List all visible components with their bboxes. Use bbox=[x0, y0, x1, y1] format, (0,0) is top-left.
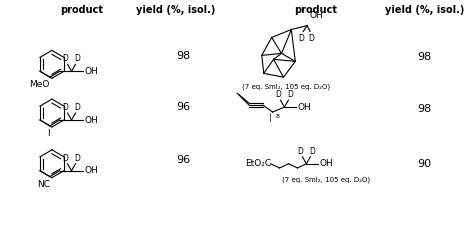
Text: 98: 98 bbox=[176, 51, 190, 61]
Text: D: D bbox=[287, 90, 293, 99]
Text: MeO: MeO bbox=[29, 80, 50, 89]
Text: (7 eq. SmI₂, 105 eq. D₂O): (7 eq. SmI₂, 105 eq. D₂O) bbox=[242, 84, 330, 91]
Text: 96: 96 bbox=[176, 102, 190, 112]
Text: D: D bbox=[63, 54, 69, 63]
Text: D: D bbox=[298, 147, 303, 156]
Text: D: D bbox=[63, 103, 69, 112]
Text: OH: OH bbox=[309, 11, 323, 20]
Text: I: I bbox=[47, 129, 50, 138]
Text: yield (%, isol.): yield (%, isol.) bbox=[385, 5, 464, 15]
Text: 98: 98 bbox=[417, 104, 431, 114]
Text: product: product bbox=[60, 5, 103, 15]
Text: 90: 90 bbox=[417, 159, 431, 169]
Text: D: D bbox=[74, 54, 81, 63]
Text: 96: 96 bbox=[176, 155, 190, 165]
Text: yield (%, isol.): yield (%, isol.) bbox=[137, 5, 216, 15]
Text: OH: OH bbox=[84, 166, 98, 175]
Text: D: D bbox=[74, 154, 81, 163]
Text: OH: OH bbox=[84, 67, 98, 76]
Text: |: | bbox=[269, 113, 272, 122]
Text: D: D bbox=[308, 33, 314, 43]
Text: OH: OH bbox=[319, 159, 333, 168]
Text: OH: OH bbox=[297, 103, 311, 112]
Text: EtO₂C: EtO₂C bbox=[245, 159, 271, 168]
Text: OH: OH bbox=[84, 115, 98, 124]
Text: D: D bbox=[310, 147, 315, 156]
Text: 8: 8 bbox=[275, 114, 280, 119]
Text: D: D bbox=[63, 154, 69, 163]
Text: (7 eq. SmI₂, 105 eq. D₂O): (7 eq. SmI₂, 105 eq. D₂O) bbox=[282, 176, 370, 183]
Text: D: D bbox=[298, 33, 304, 43]
Text: NC: NC bbox=[37, 180, 50, 189]
Text: D: D bbox=[275, 90, 282, 99]
Text: D: D bbox=[74, 103, 81, 112]
Text: 98: 98 bbox=[417, 52, 431, 62]
Text: product: product bbox=[294, 5, 337, 15]
